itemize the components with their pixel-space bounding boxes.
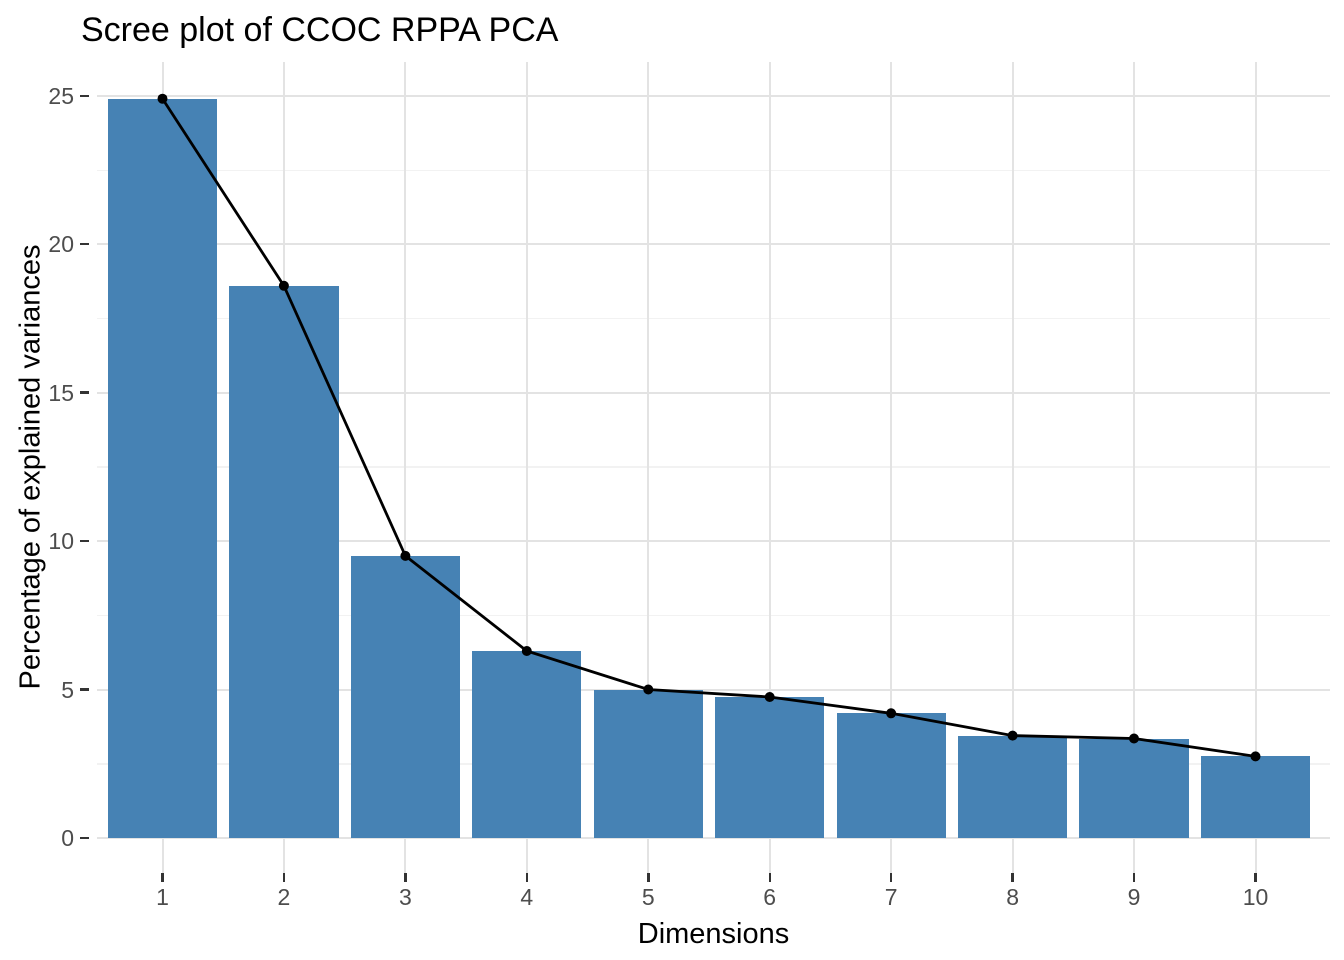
x-tick-label: 10	[1242, 884, 1269, 910]
gridline-x-major	[1254, 62, 1257, 873]
data-point-dimension-9	[1129, 733, 1139, 744]
gridline-x-major	[404, 62, 407, 873]
bar-dimension-9	[1079, 738, 1189, 838]
bar-dimension-8	[957, 735, 1068, 838]
bar-dimension-4	[472, 651, 582, 838]
data-point-dimension-3	[400, 550, 411, 561]
y-tick-label: 25	[48, 82, 74, 109]
gridline-y-minor	[97, 317, 1330, 320]
x-tick-label: 3	[398, 884, 412, 910]
bar-dimension-1	[107, 98, 218, 838]
x-tick-mark	[768, 873, 771, 882]
y-tick-mark	[80, 391, 89, 394]
x-tick-mark	[525, 873, 529, 882]
bar-dimension-2	[229, 285, 339, 838]
gridline-x-major	[1011, 62, 1014, 873]
scree-line-layer	[157, 93, 1261, 762]
x-tick-label: 4	[520, 884, 534, 910]
gridline-y-major	[97, 540, 1330, 543]
gridline-x-major	[647, 62, 650, 873]
y-tick-mark	[80, 242, 89, 246]
x-tick-label: 5	[641, 884, 655, 910]
gridline-y-major	[97, 391, 1330, 394]
data-point-dimension-2	[278, 280, 289, 291]
x-tick-mark	[647, 873, 650, 882]
data-point-dimension-7	[886, 708, 897, 719]
data-point-dimension-4	[521, 646, 532, 656]
data-point-dimension-8	[1007, 730, 1018, 741]
data-point-dimension-6	[764, 692, 775, 702]
y-axis-title: Percentage of explained variances	[14, 244, 47, 690]
x-tick-label: 9	[1127, 884, 1141, 910]
bar-dimension-3	[350, 555, 460, 838]
x-tick-mark	[1132, 873, 1136, 882]
gridline-x-major	[1133, 62, 1135, 873]
x-tick-label: 6	[763, 884, 777, 910]
gridline-y-minor	[97, 614, 1330, 617]
data-point-dimension-1	[157, 93, 168, 104]
scree-line	[161, 97, 1256, 758]
gridline-x-major	[768, 62, 771, 873]
y-tick-label: 0	[61, 825, 74, 851]
y-tick-mark	[80, 688, 89, 691]
x-tick-label: 8	[1006, 884, 1019, 910]
gridline-x-major	[525, 62, 528, 873]
x-tick-mark	[161, 873, 164, 882]
x-tick-mark	[1254, 873, 1257, 882]
x-tick-label: 1	[156, 884, 169, 910]
x-tick-label: 2	[277, 884, 291, 910]
plot-panel	[97, 62, 1330, 873]
y-tick-label: 5	[61, 676, 74, 703]
y-tick-label: 20	[48, 231, 74, 258]
gridline-y-minor	[97, 169, 1330, 172]
bar-dimension-5	[593, 689, 703, 838]
gridline-y-major	[97, 837, 1330, 839]
y-tick-mark	[80, 836, 89, 840]
x-tick-label: 7	[884, 884, 898, 910]
x-axis-title: Dimensions	[637, 918, 790, 950]
gridline-x-major	[890, 62, 893, 873]
bar-dimension-10	[1200, 756, 1311, 838]
y-tick-label: 15	[48, 379, 74, 406]
x-tick-mark	[889, 873, 893, 882]
gridline-y-major	[97, 688, 1330, 691]
gridline-y-major	[97, 243, 1330, 246]
y-tick-label: 10	[48, 528, 74, 555]
y-tick-mark	[80, 539, 89, 543]
gridline-y-major	[97, 94, 1330, 97]
x-tick-mark	[1011, 873, 1014, 882]
bar-dimension-6	[715, 697, 825, 838]
data-point-dimension-5	[643, 684, 654, 695]
bar-dimension-7	[836, 713, 946, 838]
chart-title: Scree plot of CCOC RPPA PCA	[81, 11, 559, 49]
x-tick-mark	[282, 873, 286, 882]
y-tick-mark	[80, 94, 89, 97]
x-tick-mark	[404, 873, 407, 882]
gridline-y-minor	[97, 763, 1330, 765]
gridline-y-minor	[97, 466, 1330, 468]
data-point-dimension-10	[1250, 751, 1261, 762]
